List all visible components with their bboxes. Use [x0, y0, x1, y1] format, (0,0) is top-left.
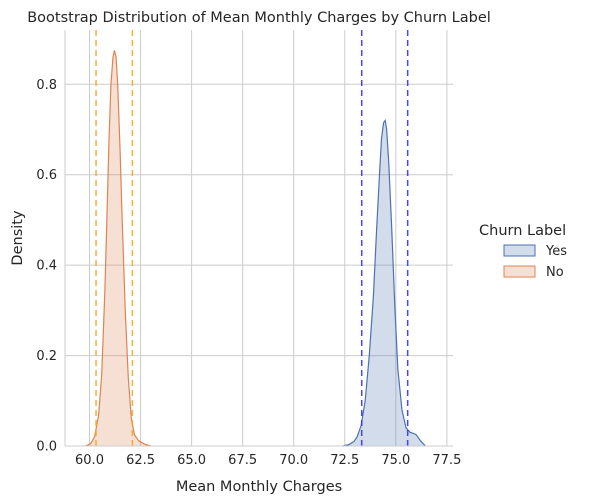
x-tick-labels: 60.0 62.5 65.0 67.5 70.0 72.5 75.0 77.5 — [75, 453, 461, 468]
x-tick-label: 77.5 — [432, 453, 461, 468]
density-line-no — [85, 50, 151, 447]
legend-swatch-yes — [503, 244, 536, 257]
density-fill-yes — [342, 120, 426, 447]
y-tick-label: 0.4 — [36, 259, 57, 274]
x-tick-label: 70.0 — [279, 453, 308, 468]
x-tick-label: 72.5 — [330, 453, 359, 468]
y-tick-label: 0.8 — [36, 78, 57, 93]
x-tick-label: 60.0 — [75, 453, 104, 468]
legend-swatch-no — [503, 265, 536, 278]
x-tick-label: 62.5 — [126, 453, 155, 468]
x-tick-label: 65.0 — [177, 453, 206, 468]
chart-title: Bootstrap Distribution of Mean Monthly C… — [27, 10, 491, 26]
x-axis-label: Mean Monthly Charges — [176, 479, 342, 495]
x-tick-label: 67.5 — [228, 453, 257, 468]
y-tick-label: 0.0 — [36, 440, 57, 455]
legend-title: Churn Label — [479, 223, 566, 239]
reference-lines — [95, 30, 409, 446]
grid — [65, 30, 453, 447]
y-tick-label: 0.2 — [36, 349, 57, 364]
x-tick-label: 75.0 — [381, 453, 410, 468]
y-tick-labels: 0.0 0.2 0.4 0.6 0.8 — [36, 78, 57, 455]
legend-label-yes: Yes — [545, 244, 567, 259]
y-tick-label: 0.6 — [36, 168, 57, 183]
legend: Churn Label Yes No — [479, 223, 567, 280]
y-axis-label: Density — [10, 210, 26, 266]
legend-label-no: No — [546, 265, 564, 280]
density-areas — [85, 50, 426, 447]
density-fill-no — [85, 50, 151, 446]
